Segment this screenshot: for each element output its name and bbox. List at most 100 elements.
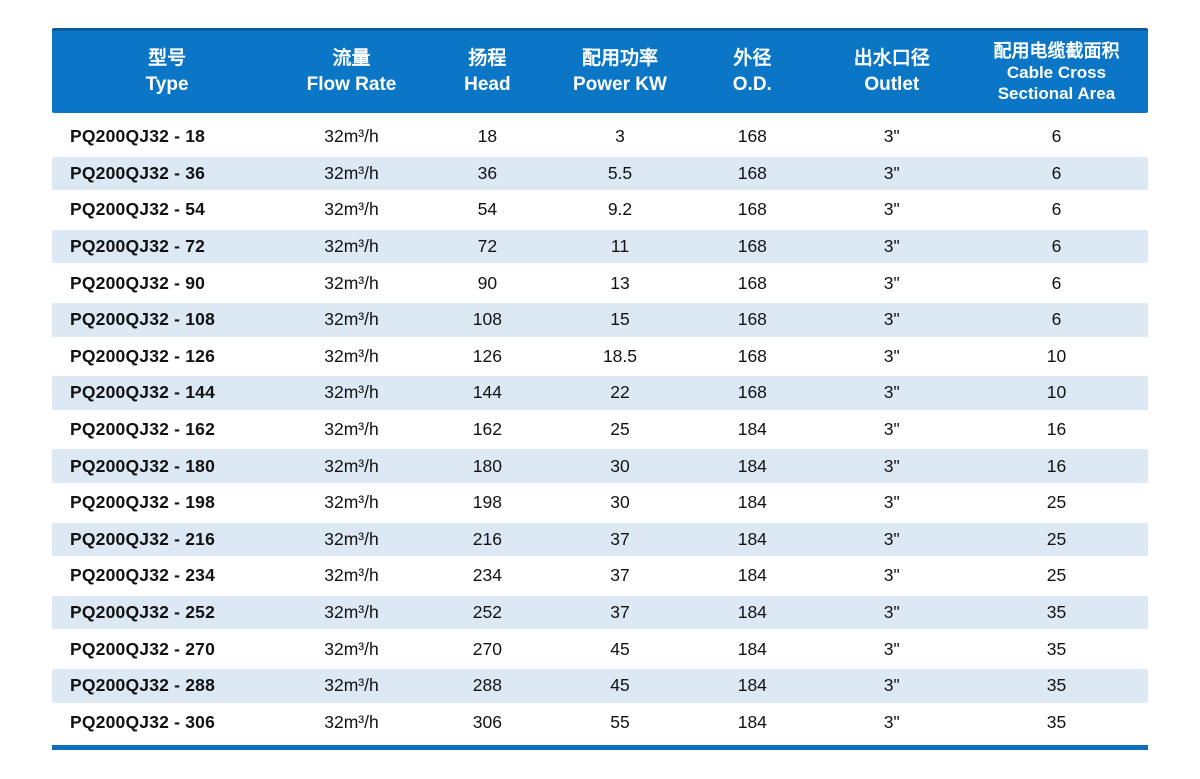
column-header-cable: 配用电缆截面积 Cable Cross Sectional Area: [965, 41, 1148, 104]
table-cell: 3": [883, 236, 900, 257]
table-cell: 184: [737, 602, 767, 623]
table-cell: 16: [1046, 419, 1067, 440]
column-header-outlet-en: Outlet: [864, 74, 920, 95]
table-header-row: 型号 Type 流量 Flow Rate 扬程 Head 配用功率 Power …: [52, 28, 1148, 113]
table-cell: 25: [1046, 565, 1067, 586]
table-cell: 144: [472, 382, 502, 403]
table-cell: 32m³/h: [324, 419, 379, 440]
table-cell: 168: [737, 126, 767, 147]
table-cell: PQ200QJ32 - 198: [70, 492, 216, 513]
table-cell: 3": [883, 711, 900, 732]
table-cell: 3": [883, 675, 900, 696]
table-row: PQ200QJ32 - 306 32m³/h 306 55 184 3" 35: [52, 706, 1148, 743]
table-cell: 6: [1051, 272, 1062, 293]
table-cell: 32m³/h: [324, 199, 379, 220]
table-cell: 3": [883, 565, 900, 586]
table-row: PQ200QJ32 - 288 32m³/h 288 45 184 3" 35: [52, 668, 1148, 706]
table-cell: 184: [737, 711, 767, 732]
table-cell: 22: [610, 382, 630, 403]
table-cell: 32m³/h: [324, 272, 379, 293]
table-cell: 3": [883, 345, 900, 366]
table-cell: 270: [472, 638, 502, 659]
table-cell: 184: [737, 528, 767, 549]
table-cell: 252: [472, 602, 502, 623]
table-cell: 55: [610, 711, 630, 732]
table-row: PQ200QJ32 - 270 32m³/h 270 45 184 3" 35: [52, 632, 1148, 669]
table-cell: PQ200QJ32 - 108: [70, 309, 216, 330]
table-cell: 35: [1046, 675, 1067, 696]
table-cell: 234: [472, 565, 502, 586]
column-header-outlet: 出水口径 Outlet: [819, 46, 965, 98]
table-cell: 15: [610, 309, 630, 330]
table-cell: PQ200QJ32 - 216: [70, 528, 216, 549]
table-cell: 3": [883, 638, 900, 659]
table-cell: 3": [883, 272, 900, 293]
table-cell: 32m³/h: [324, 492, 379, 513]
column-header-type-zh: 型号: [148, 48, 187, 69]
table-cell: 6: [1051, 162, 1062, 183]
table-cell: 54: [477, 199, 498, 220]
table-cell: 3": [883, 455, 900, 476]
table-cell: 10: [1046, 382, 1067, 403]
table-cell: 32m³/h: [324, 638, 379, 659]
table-cell: 3: [615, 126, 625, 147]
table-cell: 90: [477, 272, 498, 293]
table-row: PQ200QJ32 - 198 32m³/h 198 30 184 3" 25: [52, 486, 1148, 523]
table-cell: 45: [610, 675, 630, 696]
table-cell: 3": [883, 162, 900, 183]
column-header-od-en: O.D.: [732, 74, 772, 95]
table-row: PQ200QJ32 - 108 32m³/h 108 15 168 3" 6: [52, 302, 1148, 340]
table-cell: PQ200QJ32 - 234: [70, 565, 216, 586]
table-cell: 11: [610, 236, 630, 257]
table-cell: 36: [477, 162, 498, 183]
table-row: PQ200QJ32 - 144 32m³/h 144 22 168 3" 10: [52, 376, 1148, 413]
table-cell: 162: [472, 419, 502, 440]
table-row: PQ200QJ32 - 90 32m³/h 90 13 168 3" 6: [52, 266, 1148, 303]
table-cell: 18: [477, 126, 498, 147]
table-cell: 45: [610, 638, 630, 659]
table-cell: 3": [883, 382, 900, 403]
table-cell: 6: [1051, 126, 1062, 147]
table-cell: 168: [737, 199, 767, 220]
table-cell: 3": [883, 126, 900, 147]
table-cell: 168: [737, 162, 767, 183]
column-header-outlet-zh: 出水口径: [853, 48, 930, 69]
table-cell: 184: [737, 492, 767, 513]
table-cell: 32m³/h: [324, 528, 379, 549]
table-cell: 32m³/h: [324, 382, 379, 403]
table-cell: 9.2: [607, 199, 633, 220]
table-cell: 108: [472, 309, 502, 330]
table-row: PQ200QJ32 - 162 32m³/h 162 25 184 3" 16: [52, 413, 1148, 450]
table-cell: 3": [883, 309, 900, 330]
table-cell: 32m³/h: [324, 455, 379, 476]
table-cell: PQ200QJ32 - 54: [70, 199, 206, 220]
column-header-od: 外径 O.D.: [686, 46, 819, 98]
column-header-type: 型号 Type: [52, 46, 282, 98]
table-cell: 3": [883, 602, 900, 623]
table-cell: 10: [1046, 345, 1067, 366]
table-cell: PQ200QJ32 - 162: [70, 419, 216, 440]
table-cell: 5.5: [607, 162, 633, 183]
table-cell: 32m³/h: [324, 162, 379, 183]
table-cell: 37: [610, 528, 630, 549]
column-header-power-en: Power KW: [573, 74, 667, 95]
table-cell: PQ200QJ32 - 288: [70, 675, 216, 696]
table-cell: 6: [1051, 236, 1062, 257]
table-cell: 16: [1046, 455, 1067, 476]
table-cell: 32m³/h: [324, 565, 379, 586]
table-cell: PQ200QJ32 - 180: [70, 455, 216, 476]
table-cell: 32m³/h: [324, 711, 379, 732]
table-cell: 32m³/h: [324, 345, 379, 366]
table-cell: 216: [472, 528, 502, 549]
table-row: PQ200QJ32 - 180 32m³/h 180 30 184 3" 16: [52, 449, 1148, 486]
table-cell: PQ200QJ32 - 126: [70, 345, 216, 366]
column-header-head-en: Head: [464, 74, 511, 95]
table-cell: 168: [737, 236, 767, 257]
pump-spec-table: 型号 Type 流量 Flow Rate 扬程 Head 配用功率 Power …: [52, 28, 1148, 751]
table-cell: 184: [737, 638, 767, 659]
table-row: PQ200QJ32 - 54 32m³/h 54 9.2 168 3" 6: [52, 193, 1148, 230]
table-cell: PQ200QJ32 - 144: [70, 382, 216, 403]
table-cell: 184: [737, 565, 767, 586]
column-header-power-zh: 配用功率: [581, 48, 658, 69]
table-row: PQ200QJ32 - 234 32m³/h 234 37 184 3" 25: [52, 559, 1148, 596]
